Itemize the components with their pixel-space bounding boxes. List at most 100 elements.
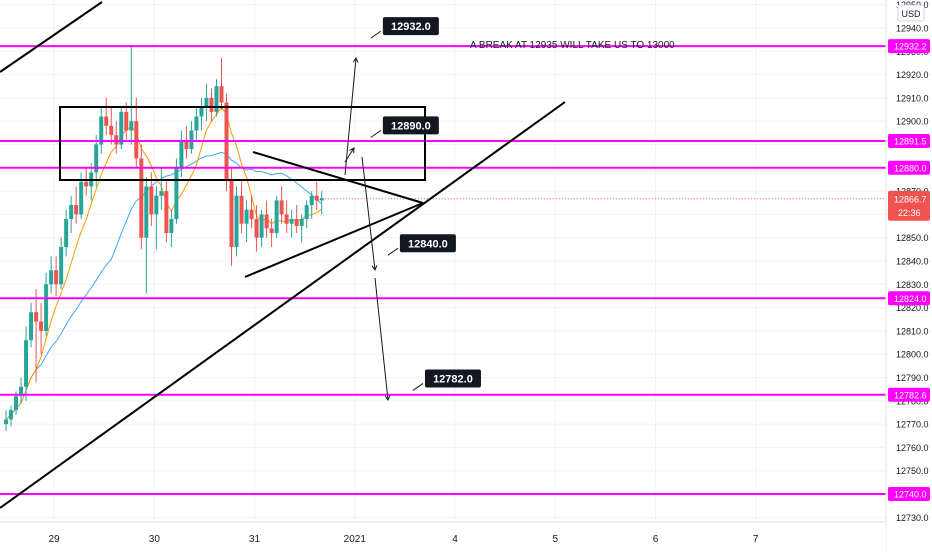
callout-label: 12890.0 <box>391 120 431 132</box>
arrow-down-mid <box>361 156 376 271</box>
candle-down <box>139 158 144 238</box>
candle-up <box>189 130 194 150</box>
candle-up <box>174 167 179 220</box>
candle-up <box>274 200 279 234</box>
candle-down <box>124 111 129 131</box>
candle-down <box>164 191 169 234</box>
candle-up <box>154 195 159 215</box>
candle-up <box>304 205 309 220</box>
candle-up <box>299 219 304 227</box>
candle-down <box>269 228 274 234</box>
candle-up <box>204 97 209 108</box>
candle-down <box>149 186 154 215</box>
level-badge-label: 12740.0 <box>894 490 927 500</box>
candle-down <box>254 219 259 238</box>
candle-down <box>54 270 59 285</box>
x-tick-label: 7 <box>753 534 759 545</box>
callout-pointer <box>370 129 382 138</box>
callout-box <box>382 116 439 135</box>
horizontal-levels <box>0 45 886 496</box>
candle-up <box>19 386 24 397</box>
candle-up <box>309 195 314 206</box>
level-badge-label: 12880.0 <box>894 163 927 173</box>
candle-down <box>314 195 319 201</box>
triangle-upper-line <box>252 151 424 204</box>
candle-up <box>214 86 219 112</box>
candle-up <box>234 195 239 248</box>
level-badge-label: 12782.6 <box>894 390 927 400</box>
y-tick-label: 12810.0 <box>896 326 929 336</box>
y-tick-label: 12910.0 <box>896 93 929 103</box>
moving-averages <box>5 106 323 420</box>
y-tick-label: 12850.0 <box>896 233 929 243</box>
y-tick-label: 12940.0 <box>896 23 929 33</box>
y-tick-label: 12790.0 <box>896 373 929 383</box>
x-tick-label: 5 <box>552 534 558 545</box>
candle-up <box>199 107 204 117</box>
callout-label: 12840.0 <box>408 238 448 250</box>
level-badge <box>888 39 930 54</box>
candle-down <box>239 195 244 224</box>
candle-down <box>229 179 234 248</box>
x-tick-label: 30 <box>149 534 161 545</box>
candle-up <box>259 214 264 238</box>
arrow-up-short-head <box>349 147 355 154</box>
candle-down <box>84 181 89 187</box>
candle-up <box>179 139 184 168</box>
x-tick-label: 2021 <box>344 534 367 545</box>
callout-label: 12782.0 <box>433 373 473 385</box>
candle-down <box>74 205 79 215</box>
arrow-up-short <box>344 147 355 163</box>
callout-label: 12932.0 <box>391 21 431 33</box>
candle-down <box>294 219 299 227</box>
y-tick-label: 12770.0 <box>896 420 929 430</box>
countdown-label: 22:36 <box>898 208 921 218</box>
arrow-up-long-head <box>352 56 359 63</box>
level-badge <box>888 291 930 306</box>
level-badge-label: 12932.2 <box>894 42 927 52</box>
candle-up <box>69 205 74 220</box>
price-callouts: 12932.0 12890.0 12840.0 12782.0 <box>370 17 481 391</box>
trend-drawings <box>0 1 566 509</box>
arrow-down-mid-head <box>371 265 378 272</box>
candle-down <box>109 125 114 136</box>
currency-badge <box>897 4 925 22</box>
arrow-down-long <box>374 277 389 401</box>
candle-up <box>49 270 54 285</box>
candle-up <box>129 121 134 131</box>
candle-up <box>244 209 249 224</box>
candle-up <box>144 186 149 238</box>
candle-up <box>9 410 14 420</box>
last-price-badge <box>888 190 930 221</box>
candle-down <box>249 209 254 220</box>
callout-pointer <box>387 247 399 256</box>
arrow-down-long-head <box>384 395 391 402</box>
upper-channel-line <box>0 1 103 73</box>
candle-up <box>79 181 84 215</box>
candle-up <box>14 396 19 411</box>
y-tick-label: 12750.0 <box>896 466 929 476</box>
candles <box>4 46 324 432</box>
candle-up <box>119 111 124 145</box>
candle-down <box>184 139 189 150</box>
candle-down <box>104 116 109 126</box>
y-tick-label: 12730.0 <box>896 513 929 523</box>
candle-down <box>209 97 214 112</box>
y-tick-label: 12900.0 <box>896 117 929 127</box>
fast-ma-line <box>5 106 322 420</box>
grid-lines <box>0 0 886 522</box>
candle-up <box>4 419 9 425</box>
level-badge <box>888 133 930 148</box>
candle-up <box>59 247 64 285</box>
candle-down <box>114 135 119 145</box>
last-price-label: 12866.7 <box>894 194 927 204</box>
y-tick-label: 12830.0 <box>896 280 929 290</box>
candle-up <box>169 219 174 234</box>
candle-up <box>24 340 29 387</box>
candle-up <box>194 116 199 131</box>
time-axis-bg <box>0 522 886 550</box>
callout-box <box>424 369 481 388</box>
